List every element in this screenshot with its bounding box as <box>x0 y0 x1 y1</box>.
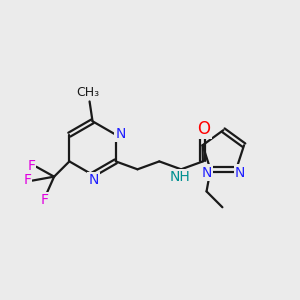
Text: F: F <box>40 194 48 207</box>
Text: O: O <box>197 120 210 138</box>
Text: CH₃: CH₃ <box>76 86 99 99</box>
Text: NH: NH <box>170 170 190 184</box>
Text: N: N <box>88 173 99 187</box>
Text: F: F <box>23 172 32 187</box>
Text: N: N <box>116 127 126 141</box>
Text: N: N <box>201 166 212 180</box>
Text: N: N <box>235 166 245 180</box>
Text: F: F <box>27 159 35 173</box>
